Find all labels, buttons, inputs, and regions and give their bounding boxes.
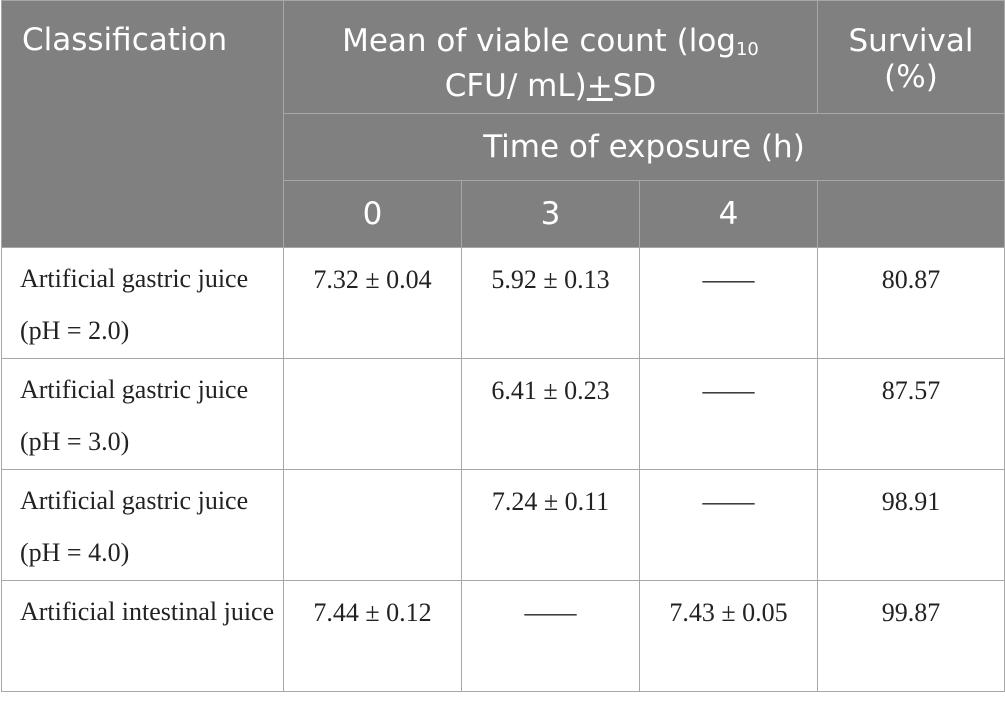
table-row: Artificial gastric juice (pH = 2.0) 7.32… — [1, 247, 1005, 359]
time-3-cell: 5.92 ± 0.13 — [461, 247, 640, 359]
classification-cell: Artificial intestinal juice — [1, 580, 284, 692]
time-4-cell: —— — [639, 469, 818, 581]
header-survival: Survival (%) — [817, 0, 1005, 114]
header-plus-minus: + — [586, 68, 613, 104]
classification-cell: Artificial gastric juice (pH = 3.0) — [1, 358, 284, 470]
header-mean-prefix: Mean of viable count (log — [342, 23, 736, 59]
header-log-base: 10 — [735, 39, 759, 60]
header-classification: Classification — [1, 0, 284, 248]
survival-cell: 99.87 — [817, 580, 1005, 692]
time-0-cell — [283, 469, 462, 581]
header-mean-viable-count: Mean of viable count (log10 CFU/ mL)+SD — [283, 0, 818, 114]
time-3-cell: 6.41 ± 0.23 — [461, 358, 640, 470]
header-survival-line1: Survival — [848, 23, 974, 59]
header-sd: SD — [612, 68, 657, 104]
header-time-of-exposure: Time of exposure (h) — [283, 113, 1005, 181]
header-survival-line2: (%) — [884, 59, 938, 95]
table-row: Artificial gastric juice (pH = 3.0) 6.41… — [1, 358, 1005, 470]
time-4-cell: —— — [639, 247, 818, 359]
time-0-cell: 7.32 ± 0.04 — [283, 247, 462, 359]
time-3-cell: —— — [461, 580, 640, 692]
header-time-4: 4 — [639, 180, 818, 248]
time-3-cell: 7.24 ± 0.11 — [461, 469, 640, 581]
header-time-0: 0 — [283, 180, 462, 248]
time-0-cell: 7.44 ± 0.12 — [283, 580, 462, 692]
classification-cell: Artificial gastric juice (pH = 2.0) — [1, 247, 284, 359]
time-4-cell: —— — [639, 358, 818, 470]
viable-count-table: Classification Mean of viable count (log… — [1, 0, 1005, 692]
survival-cell: 80.87 — [817, 247, 1005, 359]
survival-cell: 87.57 — [817, 358, 1005, 470]
header-empty — [817, 180, 1005, 248]
classification-cell: Artificial gastric juice (pH = 4.0) — [1, 469, 284, 581]
survival-cell: 98.91 — [817, 469, 1005, 581]
time-0-cell — [283, 358, 462, 470]
table-row: Artificial gastric juice (pH = 4.0) 7.24… — [1, 469, 1005, 581]
table-row: Artificial intestinal juice 7.44 ± 0.12 … — [1, 580, 1005, 692]
header-mean-unit: CFU/ mL) — [444, 68, 587, 104]
time-4-cell: 7.43 ± 0.05 — [639, 580, 818, 692]
header-time-3: 3 — [461, 180, 640, 248]
